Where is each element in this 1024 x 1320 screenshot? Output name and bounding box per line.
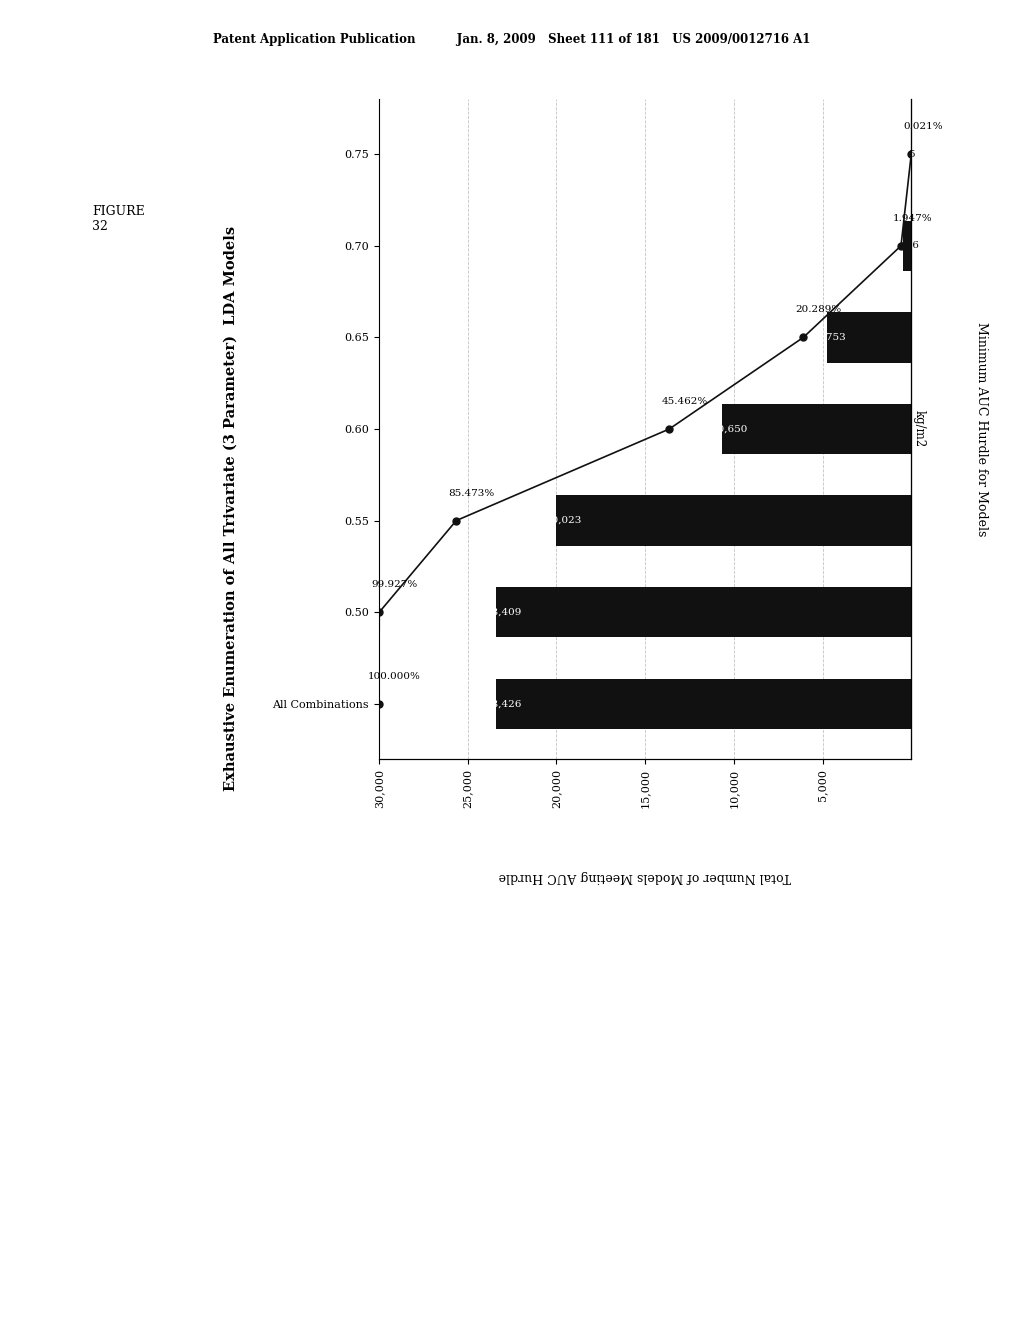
Text: 99.927%: 99.927% [372, 581, 418, 589]
Bar [556, 495, 911, 545]
Text: 20.289%: 20.289% [796, 305, 842, 314]
Bar [903, 220, 911, 271]
Text: 20,023: 20,023 [546, 516, 582, 525]
Text: 100.000%: 100.000% [369, 672, 421, 681]
Bar [722, 404, 911, 454]
Bar [496, 587, 911, 638]
X-axis label: Total Number of Models Meeting AUC Hurdle: Total Number of Models Meeting AUC Hurdl… [499, 870, 792, 883]
Text: 456: 456 [900, 242, 920, 251]
Text: 0.021%: 0.021% [903, 123, 943, 131]
Text: 4,753: 4,753 [816, 333, 846, 342]
Text: Exhaustive Enumeration of All Trivariate (3 Parameter)  LDA Models: Exhaustive Enumeration of All Trivariate… [223, 226, 238, 791]
Bar [827, 313, 911, 363]
Text: 1.947%: 1.947% [893, 214, 933, 223]
Text: 45.462%: 45.462% [662, 397, 708, 407]
Text: Patent Application Publication          Jan. 8, 2009   Sheet 111 of 181   US 200: Patent Application Publication Jan. 8, 2… [213, 33, 811, 46]
Text: 23,426: 23,426 [485, 700, 521, 709]
Y-axis label: Minimum AUC Hurdle for Models: Minimum AUC Hurdle for Models [975, 322, 988, 536]
Text: 85.473%: 85.473% [449, 488, 495, 498]
Text: 5: 5 [907, 149, 914, 158]
Text: 23,409: 23,409 [485, 607, 521, 616]
Text: FIGURE
32: FIGURE 32 [92, 205, 145, 232]
Y-axis label: kg/m2: kg/m2 [912, 411, 926, 447]
Text: 10,650: 10,650 [712, 425, 749, 433]
Bar [496, 678, 911, 729]
